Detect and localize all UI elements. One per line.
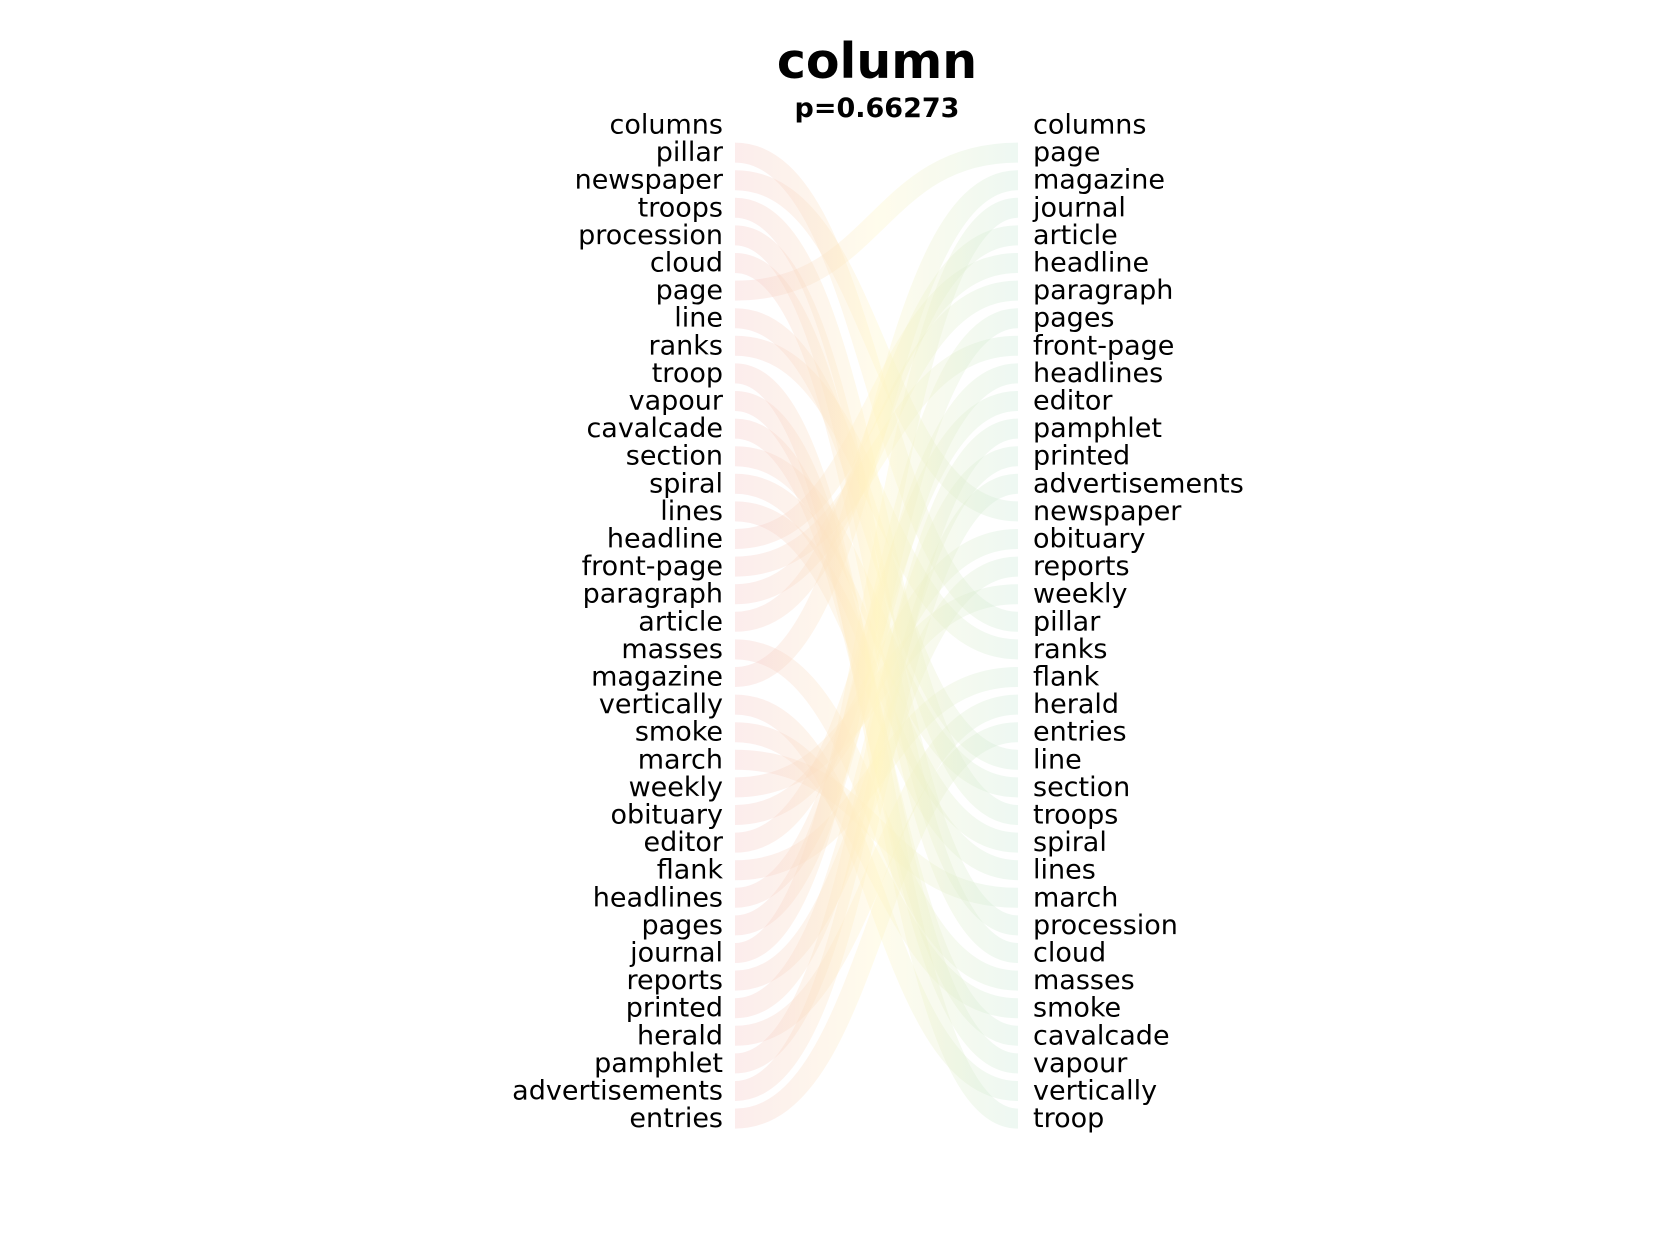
flow-ranks xyxy=(734,335,1019,660)
right-word-printed: printed xyxy=(1033,441,1130,472)
left-word-herald: herald xyxy=(637,1020,723,1051)
right-word-vapour: vapour xyxy=(1033,1048,1128,1079)
left-word-ranks: ranks xyxy=(649,330,723,361)
left-word-article: article xyxy=(638,606,723,637)
left-word-vapour: vapour xyxy=(629,386,724,417)
right-word-line: line xyxy=(1033,744,1082,775)
right-word-journal: journal xyxy=(1032,192,1126,223)
right-word-headline: headline xyxy=(1033,248,1149,279)
chart-title: column xyxy=(777,33,977,90)
left-word-headline: headline xyxy=(607,524,723,555)
right-word-pamphlet: pamphlet xyxy=(1033,413,1162,444)
right-word-spiral: spiral xyxy=(1033,827,1107,858)
left-word-columns: columns xyxy=(610,110,723,141)
chart-subtitle: p=0.66273 xyxy=(795,93,960,124)
right-word-front-page: front-page xyxy=(1033,330,1174,361)
right-word-editor: editor xyxy=(1033,386,1113,417)
left-word-pillar: pillar xyxy=(656,137,724,168)
left-word-lines: lines xyxy=(660,496,723,527)
right-word-smoke: smoke xyxy=(1033,993,1121,1024)
rank-change-flows xyxy=(733,142,1020,1129)
left-word-reports: reports xyxy=(626,965,723,996)
left-word-cloud: cloud xyxy=(650,248,723,279)
left-word-page: page xyxy=(656,275,723,306)
flow-obituary xyxy=(734,529,1019,825)
right-word-troop: troop xyxy=(1033,1103,1104,1134)
right-word-weekly: weekly xyxy=(1033,579,1127,610)
left-word-weekly: weekly xyxy=(629,772,723,803)
left-word-pamphlet: pamphlet xyxy=(594,1048,723,1079)
right-word-section: section xyxy=(1033,772,1130,803)
left-word-troop: troop xyxy=(652,358,723,389)
right-word-article: article xyxy=(1033,220,1118,251)
right-word-cavalcade: cavalcade xyxy=(1033,1020,1170,1051)
right-word-herald: herald xyxy=(1033,689,1119,720)
right-word-march: march xyxy=(1033,882,1118,913)
right-word-procession: procession xyxy=(1033,910,1178,941)
left-word-obituary: obituary xyxy=(611,800,724,831)
right-word-advertisements: advertisements xyxy=(1033,468,1244,499)
right-word-newspaper: newspaper xyxy=(1033,496,1182,527)
right-word-pages: pages xyxy=(1033,303,1115,334)
left-word-headlines: headlines xyxy=(593,882,723,913)
left-word-editor: editor xyxy=(644,827,724,858)
right-word-paragraph: paragraph xyxy=(1033,275,1173,306)
right-word-headlines: headlines xyxy=(1033,358,1163,389)
left-word-printed: printed xyxy=(626,993,723,1024)
right-word-vertically: vertically xyxy=(1033,1076,1157,1107)
right-word-masses: masses xyxy=(1033,965,1135,996)
left-word-flank: flank xyxy=(657,855,724,886)
left-word-procession: procession xyxy=(578,220,723,251)
right-word-troops: troops xyxy=(1033,800,1118,831)
left-word-paragraph: paragraph xyxy=(583,579,723,610)
right-word-page: page xyxy=(1033,137,1100,168)
left-word-vertically: vertically xyxy=(599,689,723,720)
flow-magazine xyxy=(734,170,1019,687)
right-word-magazine: magazine xyxy=(1033,165,1165,196)
right-word-list: columnspagemagazinejournalarticleheadlin… xyxy=(1032,110,1244,1135)
flow-advertisements xyxy=(733,473,1020,1101)
left-word-list: columnspillarnewspapertroopsprocessioncl… xyxy=(512,110,724,1135)
right-word-reports: reports xyxy=(1033,551,1130,582)
right-word-cloud: cloud xyxy=(1033,938,1106,969)
right-word-ranks: ranks xyxy=(1033,634,1107,665)
right-word-lines: lines xyxy=(1033,855,1096,886)
left-word-smoke: smoke xyxy=(635,717,723,748)
left-word-troops: troops xyxy=(638,192,723,223)
left-word-masses: masses xyxy=(621,634,723,665)
right-word-entries: entries xyxy=(1033,717,1127,748)
left-word-pages: pages xyxy=(641,910,723,941)
left-word-front-page: front-page xyxy=(582,551,723,582)
right-word-obituary: obituary xyxy=(1033,524,1146,555)
flow-journal xyxy=(733,197,1020,963)
right-word-columns: columns xyxy=(1033,110,1146,141)
right-word-pillar: pillar xyxy=(1033,606,1101,637)
left-word-entries: entries xyxy=(629,1103,723,1134)
left-word-advertisements: advertisements xyxy=(512,1076,723,1107)
left-word-spiral: spiral xyxy=(649,468,723,499)
right-word-flank: flank xyxy=(1033,662,1100,693)
left-word-journal: journal xyxy=(629,938,723,969)
left-word-newspaper: newspaper xyxy=(575,165,724,196)
left-word-line: line xyxy=(674,303,723,334)
flow-entries xyxy=(734,722,1019,1129)
flow-page xyxy=(734,142,1019,301)
left-word-magazine: magazine xyxy=(591,662,723,693)
left-word-cavalcade: cavalcade xyxy=(586,413,723,444)
left-word-section: section xyxy=(626,441,723,472)
left-word-march: march xyxy=(638,744,723,775)
